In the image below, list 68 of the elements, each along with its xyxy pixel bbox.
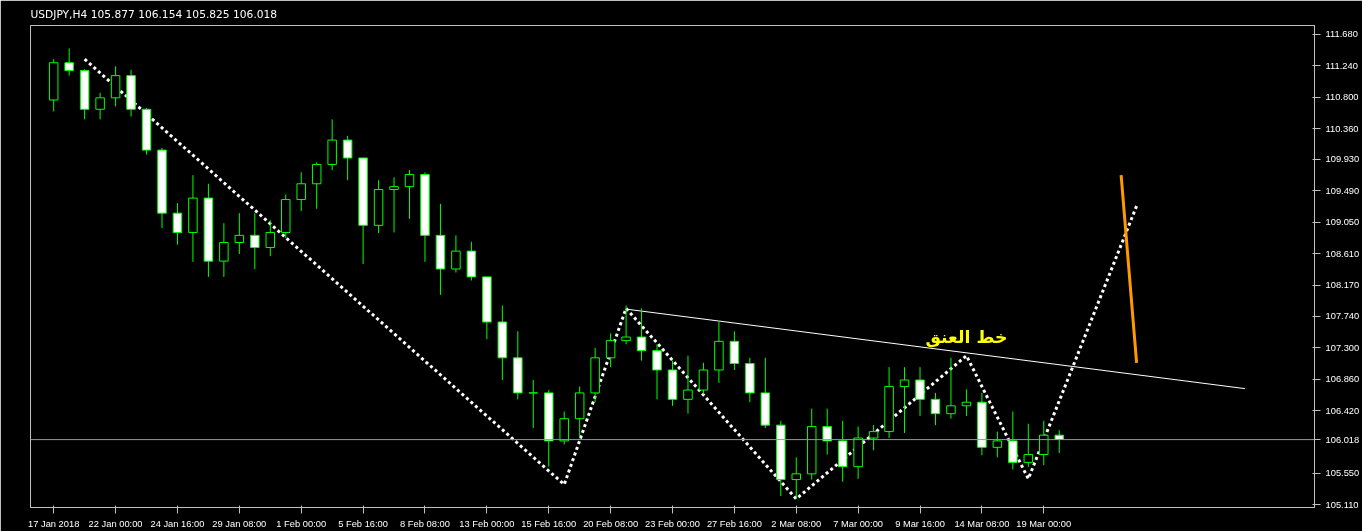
candlestick xyxy=(729,330,740,371)
x-tick-label: 5 Feb 16:00 xyxy=(338,518,389,529)
y-tick-label: 106.860 xyxy=(1325,374,1360,385)
x-tick-label: 14 Mar 08:00 xyxy=(954,518,1010,529)
x-tick-label: 1 Feb 00:00 xyxy=(276,518,327,529)
y-tick-label: 107.300 xyxy=(1325,342,1360,353)
candlestick xyxy=(234,212,245,255)
y-tick-label: 105.110 xyxy=(1325,499,1359,510)
y-tick-label: 105.550 xyxy=(1325,468,1360,479)
candlestick xyxy=(652,343,662,400)
y-tick-label: 111.240 xyxy=(1325,60,1358,71)
candlestick xyxy=(605,332,616,368)
candlestick xyxy=(992,431,1003,458)
candlestick xyxy=(95,92,105,120)
y-tick-label: 110.360 xyxy=(1325,123,1359,134)
candlestick xyxy=(342,135,353,181)
candlestick xyxy=(1023,423,1034,468)
y-tick-label: 109.050 xyxy=(1325,217,1360,228)
series-label: خط العنق xyxy=(925,326,1008,348)
candlestick xyxy=(683,355,693,415)
y-tick-label: 110.800 xyxy=(1325,92,1359,103)
y-tick-label: 108.610 xyxy=(1325,248,1360,259)
candlestick xyxy=(1008,411,1018,471)
candlestick xyxy=(250,212,260,270)
x-tick-label: 15 Feb 16:00 xyxy=(521,518,577,529)
x-tick-label: 8 Feb 08:00 xyxy=(400,518,450,529)
y-tick-label: 107.740 xyxy=(1325,311,1360,322)
candlestick xyxy=(404,169,415,220)
x-tick-label: 17 Jan 2018 xyxy=(28,518,80,529)
candlestick xyxy=(899,366,910,434)
candlestick xyxy=(946,357,956,420)
x-tick-label: 24 Jan 16:00 xyxy=(150,518,205,529)
candlestick xyxy=(311,161,322,210)
candlestick xyxy=(451,234,461,274)
x-tick-label: 27 Feb 16:00 xyxy=(706,518,762,529)
candlestick xyxy=(64,47,74,77)
candlestick xyxy=(1039,420,1049,466)
y-tick-label: 109.930 xyxy=(1325,154,1360,165)
candlestick xyxy=(915,366,925,417)
y-tick-label: 111.680 xyxy=(1325,29,1358,40)
candlestick xyxy=(296,171,306,212)
candlestick xyxy=(265,219,276,257)
candlestick xyxy=(219,222,229,278)
candlestick xyxy=(621,305,631,345)
candlestick xyxy=(698,362,709,395)
x-tick-label: 2 Mar 08:00 xyxy=(771,518,822,529)
x-tick-label: 29 Jan 08:00 xyxy=(212,518,267,529)
x-tick-label: 9 Mar 16:00 xyxy=(895,518,945,529)
y-tick-label: 109.490 xyxy=(1325,185,1360,196)
x-tick-label: 23 Feb 00:00 xyxy=(645,518,700,529)
x-tick-label: 7 Mar 00:00 xyxy=(833,518,884,529)
candlestick xyxy=(822,408,832,455)
x-tick-label: 22 Jan 00:00 xyxy=(88,518,143,529)
candlestick xyxy=(528,379,539,429)
candlestick xyxy=(110,65,121,107)
y-tick-label: 106.420 xyxy=(1325,405,1360,416)
chart-title: USDJPY,H4 105.877 106.154 105.825 106.018 xyxy=(30,7,278,21)
candlestick xyxy=(389,176,399,233)
candlestick xyxy=(930,392,941,426)
x-tick-label: 20 Feb 08:00 xyxy=(583,518,639,529)
y-tick-label: 108.170 xyxy=(1325,280,1360,291)
candlestick xyxy=(868,424,879,451)
ref-line-label: 106.018 xyxy=(1325,434,1360,445)
x-tick-label: 19 Mar 00:00 xyxy=(1016,518,1072,529)
x-tick-label: 13 Feb 00:00 xyxy=(459,518,515,529)
candlestick xyxy=(791,456,802,500)
candlestick xyxy=(559,411,569,445)
candlestick xyxy=(172,202,183,246)
